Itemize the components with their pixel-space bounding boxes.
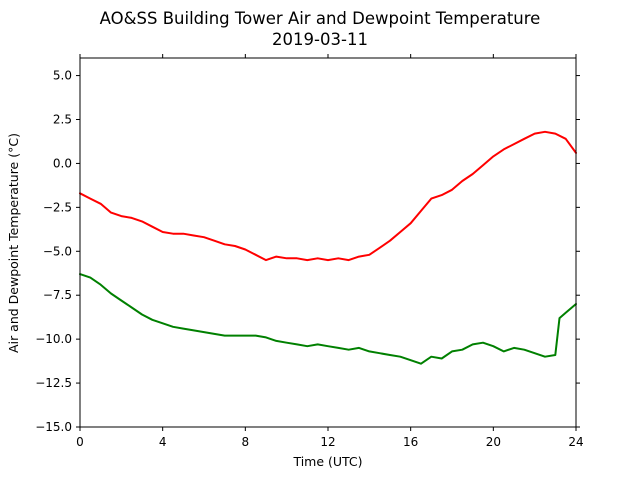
series-line-2 [79,273,577,365]
y-axis-label: Air and Dewpoint Temperature (°C) [6,133,21,353]
x-tick-label: 20 [486,435,501,449]
x-axis-label: Time (UTC) [292,454,362,469]
y-tick-label: 0.0 [53,156,72,170]
y-tick-label: −12.5 [35,376,72,390]
chart-subtitle: 2019-03-11 [272,30,368,49]
y-tick-label: −15.0 [35,420,72,434]
x-tick-label: 0 [76,435,84,449]
y-ticks: 5.0 2.5 0.0 −2.5 −5.0 −7.5 −10.0 −12.5 −15.0 [35,69,580,434]
y-tick-label: −2.5 [43,200,72,214]
series-line-1 [79,130,577,262]
x-tick-label: 8 [242,435,250,449]
series-layer [79,130,577,365]
chart-title: AO&SS Building Tower Air and Dewpoint Te… [100,9,541,28]
x-ticks: 0 4 8 12 16 20 24 [76,54,584,449]
x-tick-label: 12 [320,435,335,449]
y-tick-label: −7.5 [43,288,72,302]
y-tick-label: 2.5 [53,113,72,127]
x-tick-label: 4 [159,435,167,449]
y-tick-label: 5.0 [53,69,72,83]
x-tick-label: 24 [568,435,583,449]
plot-frame [79,57,577,428]
y-tick-label: −5.0 [43,244,72,258]
x-tick-label: 16 [403,435,418,449]
y-tick-label: −10.0 [35,332,72,346]
